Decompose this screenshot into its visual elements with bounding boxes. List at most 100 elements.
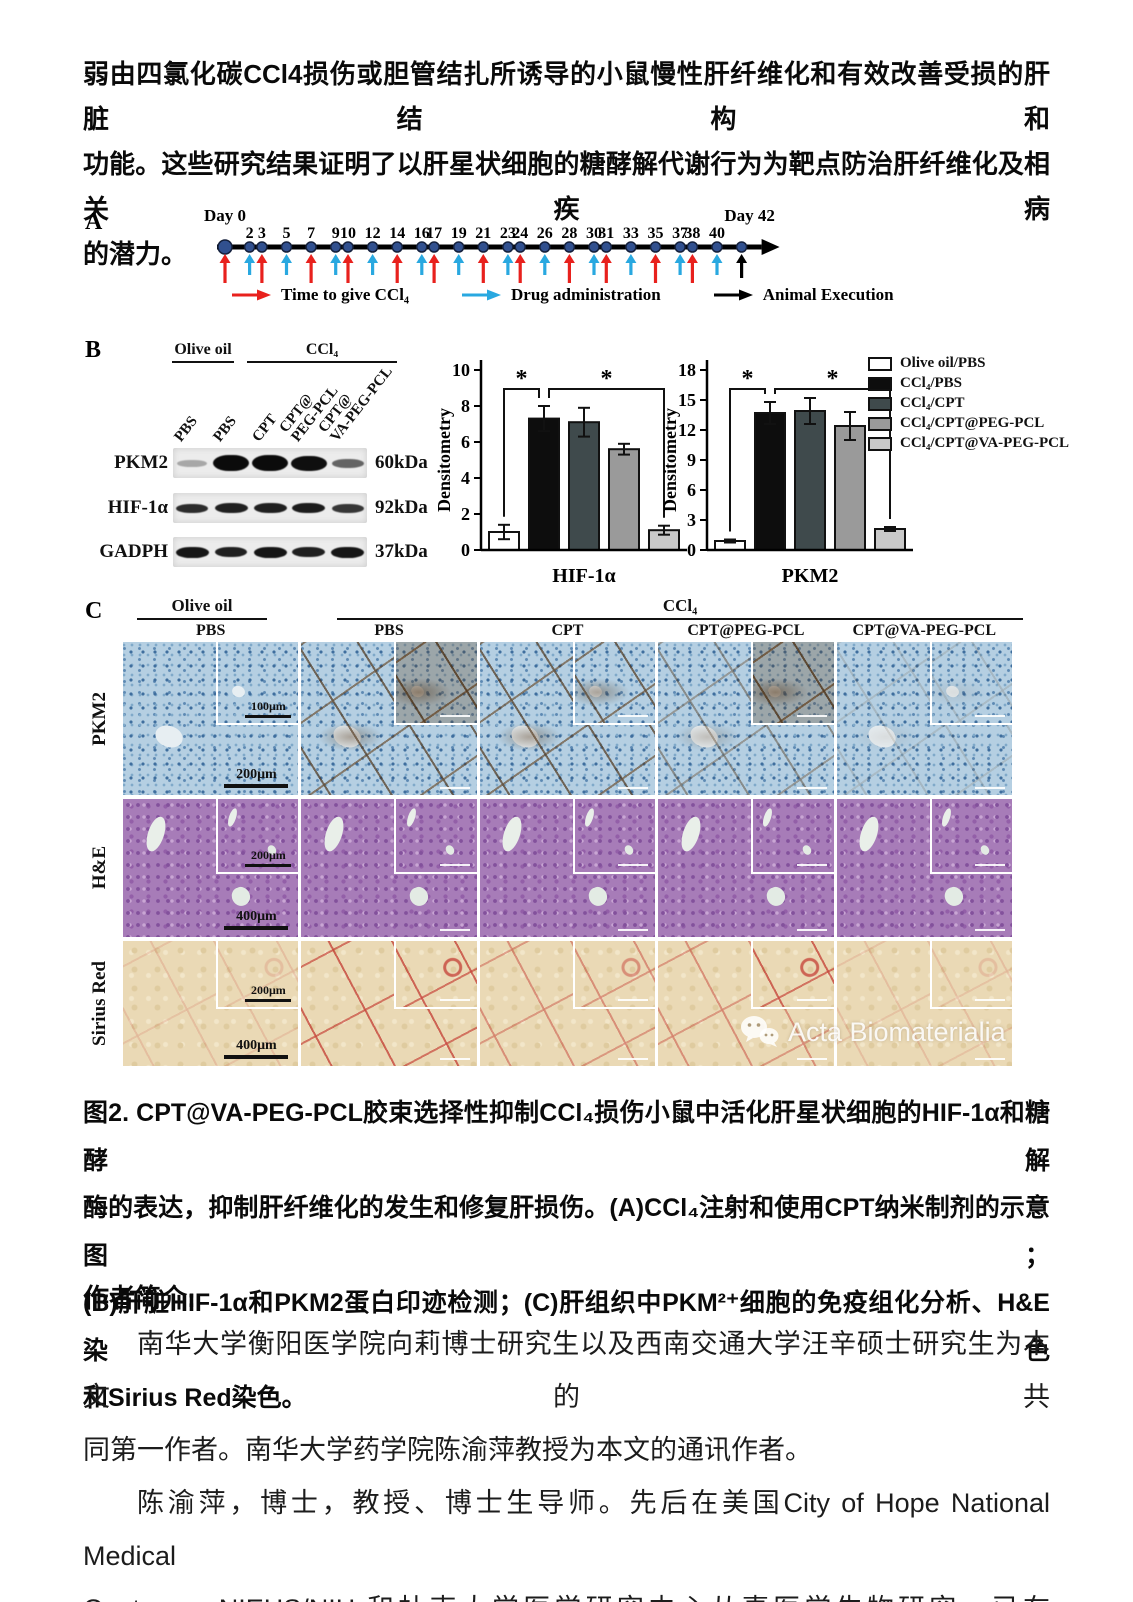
mini-scale-bar: [439, 787, 470, 789]
y-tick-label: 18: [678, 360, 696, 380]
histology-group-ccl4: CCl₄: [337, 596, 1023, 620]
histology-panel-H&E-PBS: [301, 799, 477, 937]
chart-legend-entry: Olive oil/PBS: [868, 355, 1069, 372]
intro-line: 弱由四氯化碳CCl4损伤或胆管结扎所诱导的小鼠慢性肝纤维化和有效改善受损的肝脏结…: [83, 59, 1050, 134]
y-tick-label: 15: [678, 390, 696, 410]
day-tick-label: 26: [537, 225, 553, 242]
histology-inset: [572, 941, 656, 1009]
ccl4-arrowhead: [686, 254, 698, 263]
ccl4-arrowhead: [563, 254, 575, 263]
densitometry-chart-pkm2: 0 3 6 9 12 15 18 Densitometry * * PKM2: [663, 360, 913, 587]
timeline-marker: [674, 241, 686, 253]
day-tick-label: 28: [561, 225, 577, 242]
histology-panel-PKM2-CPT: [479, 642, 656, 795]
timeline-marker: [391, 241, 403, 253]
mini-scale-bar: [974, 863, 1005, 866]
timeline-marker: [502, 241, 514, 253]
bar-CCl₄/CPT: [568, 421, 600, 551]
day-tick-label: 12: [365, 225, 381, 242]
caption-line: 酶的表达，抑制肝纤维化的发生和修复肝损伤。(A)CCl₄注射和使用CPT纳米制剂…: [83, 1194, 1050, 1270]
blot-band: [177, 459, 208, 467]
author-line: Center 、 NIEHS/NIH 和杜克大学医学研究中心从事医学生物研究。已…: [83, 1583, 1050, 1602]
blot-strip-HIF-1α: [173, 493, 367, 523]
ccl4-arrowhead: [650, 254, 661, 263]
drug-arrowhead: [453, 254, 465, 263]
inset-scale-bar: 200μm: [245, 983, 292, 1002]
blot-group-oliveoil-label: Olive oil: [174, 341, 232, 358]
blot-band: [331, 503, 364, 513]
intro-paragraph: 弱由四氯化碳CCl4损伤或胆管结扎所诱导的小鼠慢性肝纤维化和有效改善受损的肝脏结…: [83, 52, 1050, 277]
significance-bracket: [548, 388, 665, 518]
y-tick-label: 9: [687, 450, 696, 470]
histology-inset: [394, 799, 477, 874]
timeline-legend-item: Animal Execution: [713, 285, 894, 305]
main-scale-bar: 400μm: [224, 1038, 289, 1059]
stain-overlay: [396, 941, 477, 1007]
protein-label: GADPH: [99, 541, 168, 562]
drug-arrowhead: [539, 254, 551, 263]
inset-scale-bar: 200μm: [245, 848, 292, 867]
chart-legend-swatch: [868, 436, 892, 451]
chart-legend-label: CCl₄/CPT@VA-PEG-PCL: [900, 435, 1070, 451]
chart-legend-entry: CCl₄/CPT: [868, 395, 1069, 412]
histology-panel-PKM2-CPT@PEG-PCL: [658, 642, 834, 795]
day-tick-label: 31: [598, 225, 614, 242]
histology-inset: [929, 642, 1012, 725]
timeline-marker: [625, 241, 637, 253]
caption-line: 图2. CPT@VA-PEG-PCL胶束选择性抑制CCl₄损伤小鼠中活化肝星状细…: [83, 1099, 1050, 1175]
timeline-marker: [477, 241, 490, 253]
bar-CCl₄/PBS: [754, 412, 786, 551]
author-line: 南华大学衡阳医学院向莉博士研究生以及西南交通大学汪辛硕士研究生为本文的共: [83, 1329, 1050, 1412]
timeline-marker: [342, 241, 354, 253]
protein-label: HIF-1α: [107, 497, 168, 518]
day-tick-label: 23: [500, 225, 516, 242]
histology-panel-H&E-CPT: [479, 799, 656, 937]
mini-scale-bar: [796, 787, 827, 789]
intro-line: 的潜力。: [83, 239, 188, 269]
timeline-marker: [452, 241, 465, 253]
densitometry-chart-hif1a: 0 2 4 6 8 10 Densitometry * * HIF-1α: [437, 360, 687, 587]
histology-inset: [572, 642, 656, 725]
chart-legend-swatch: [868, 396, 892, 411]
day-tick-label: 33: [623, 225, 639, 242]
y-axis-label: Densitometry: [663, 408, 680, 512]
histology-row-label-text: Sirius Red: [89, 961, 110, 1046]
protein-label: PKM2: [114, 452, 168, 473]
histology-inset: [751, 799, 834, 874]
mini-scale-bar: [439, 1058, 470, 1060]
inset-scale-bar: 100μm: [245, 699, 292, 718]
histology-column-label: PBS: [196, 622, 226, 639]
y-tick-label: 6: [461, 432, 470, 452]
timeline-marker: [256, 241, 268, 253]
intro-line: 功能。这些研究结果证明了以肝星状细胞的糖酵解代谢行为为靶点防治肝纤维化及相关疾病: [83, 149, 1050, 224]
ccl4-arrowhead: [305, 254, 317, 263]
blot-band: [213, 455, 250, 471]
histology-inset: [394, 941, 477, 1009]
day-tick-label: 37: [672, 225, 688, 242]
histology-inset: 200μm: [215, 941, 299, 1009]
figure-c-label: C: [85, 598, 103, 624]
significance-bracket: [503, 388, 540, 517]
mini-scale-bar: [974, 929, 1005, 931]
timeline-arrowhead: [761, 239, 780, 255]
significance-star: *: [601, 366, 613, 392]
y-tick-label: 3: [687, 510, 696, 530]
western-blot: PKM2 60kDa HIF-1α 92kDa GADPH 37kDa PBS PBS CPT C…: [83, 333, 1128, 597]
kda-label: 60kDa: [375, 452, 428, 473]
ccl4-arrowhead: [514, 254, 526, 263]
chart-legend-entry: CCl₄/CPT@VA-PEG-PCL: [868, 435, 1069, 452]
author-line: 陈渝萍，博士，教授、博士生导师。先后在美国City of Hope Nation…: [83, 1488, 1050, 1571]
figure-c-histology: C Olive oil CCl₄ PBS PBS CPT CPT@PEG-PCL CPT…: [83, 594, 1128, 1072]
y-tick-label: 8: [461, 396, 470, 416]
histology-column-label: CPT: [551, 622, 584, 639]
timeline-marker: [366, 241, 379, 253]
figure-b-label: B: [85, 337, 102, 363]
main-scale-label: 200μm: [236, 767, 277, 782]
mini-scale-bar: [796, 929, 827, 931]
drug-arrowhead: [711, 254, 723, 263]
watermark-text: Acta Biomaterialia: [788, 1016, 1006, 1047]
stain-overlay: [396, 642, 477, 723]
day-tick-label: 17: [426, 225, 442, 242]
histology-panel-PKM2-PBS: [301, 642, 477, 795]
drug-arrowhead: [330, 254, 342, 263]
